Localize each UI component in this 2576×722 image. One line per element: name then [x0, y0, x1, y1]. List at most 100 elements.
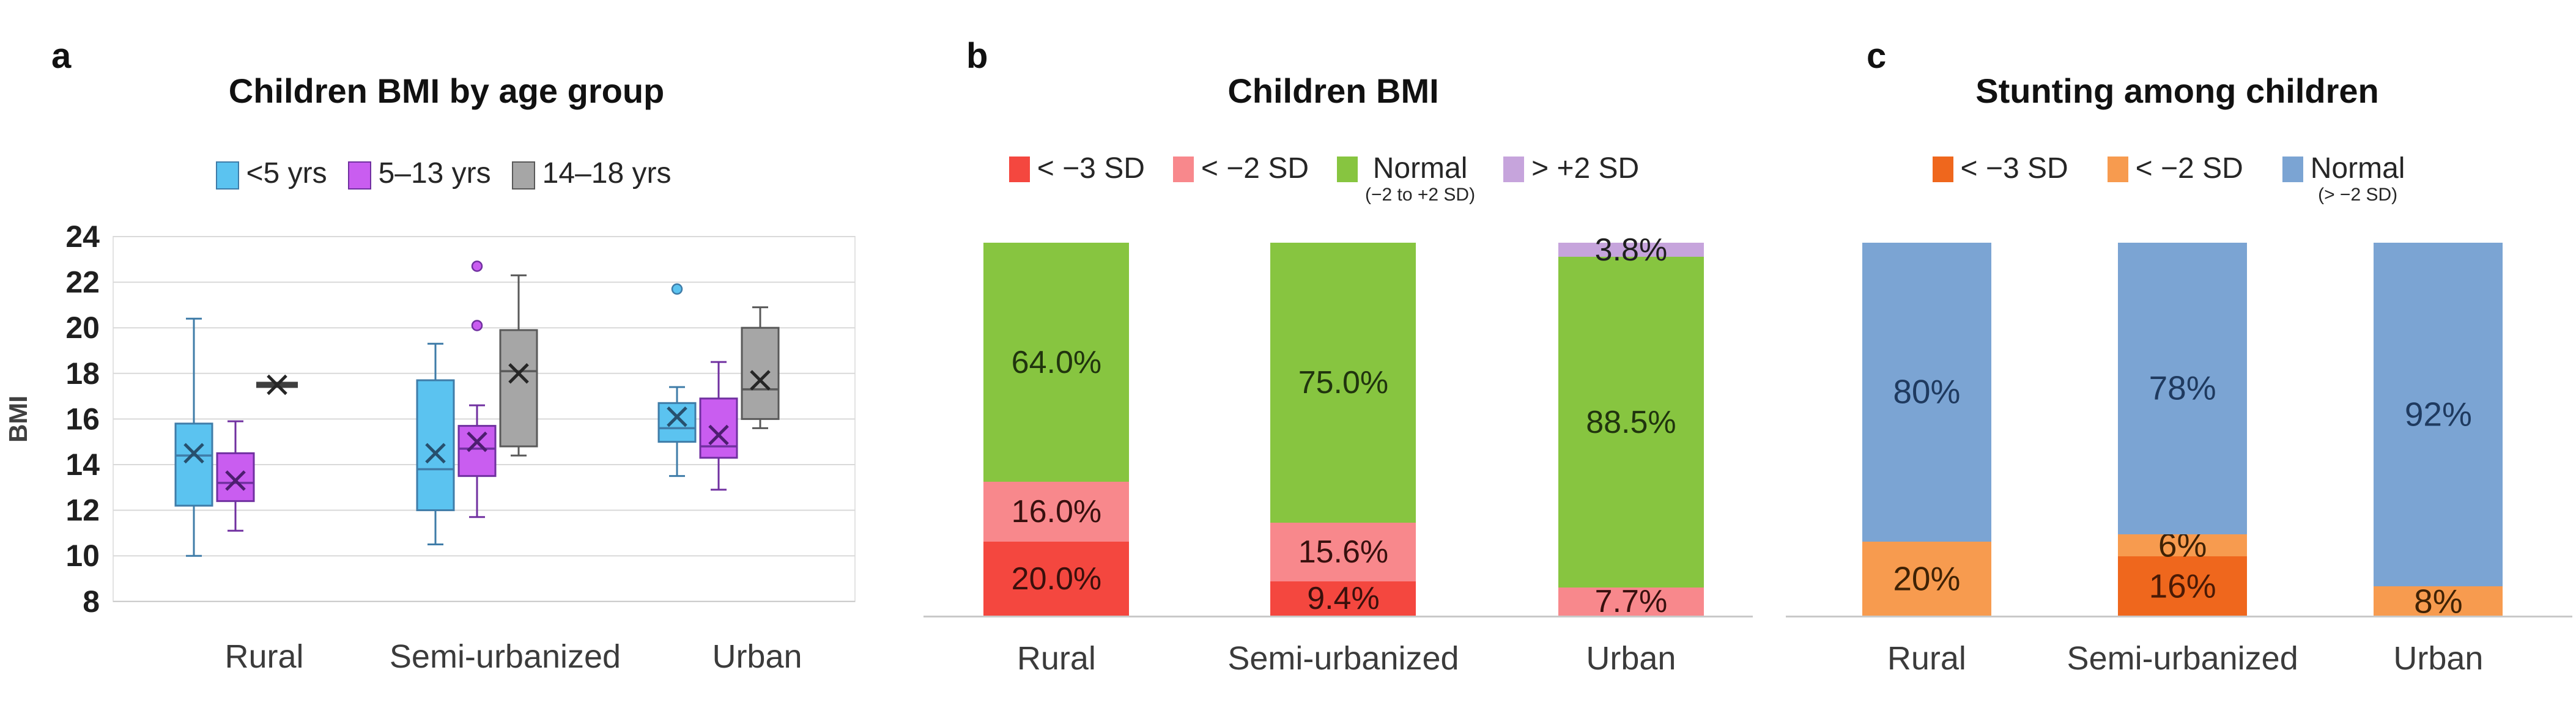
legend-label: < −3 SD — [1037, 152, 1145, 185]
legend-swatch-plus2sd — [1503, 157, 1525, 182]
legend-label: Normal — [1372, 152, 1468, 185]
box — [499, 329, 538, 448]
box-group-<5 yrs-Rural — [174, 317, 213, 557]
bar-segment: 88.5% — [1558, 257, 1704, 588]
outlier-point — [671, 283, 683, 295]
bar-segment: 9.4% — [1270, 581, 1416, 616]
outlier-point — [471, 260, 483, 272]
segment-value-label: 3.8% — [1594, 232, 1668, 268]
panel-c-category-labels: Rural Semi-urbanized Urban — [1761, 639, 2576, 682]
segment-value-label: 7.7% — [1594, 584, 1668, 620]
mean-x-marker — [508, 363, 529, 384]
category-label: Semi-urbanized — [1227, 640, 1459, 677]
panel-a-legend: <5 yrs 5–13 yrs 14–18 yrs — [0, 157, 887, 190]
box — [699, 397, 738, 459]
box — [457, 425, 497, 477]
stacked-bar-Rural: 20% 80% — [1862, 243, 1991, 616]
box — [416, 379, 455, 512]
panel-c-legend: < −3 SD < −2 SD Normal (> −2 SD) — [1761, 152, 2576, 204]
mean-x-marker — [183, 443, 204, 464]
box-group-5–13 yrs-Urban — [699, 361, 738, 491]
legend-label: < −3 SD — [1960, 152, 2068, 185]
y-tick-label: 20 — [65, 311, 100, 345]
legend-item: <5 yrs — [215, 157, 327, 190]
bar-segment: 80% — [1862, 243, 1991, 542]
bar-segment: 78% — [2118, 243, 2248, 534]
box-group-5–13 yrs-Semi-urbanized — [457, 260, 497, 518]
legend-item: Normal (> −2 SD) — [2282, 152, 2405, 204]
y-tick-label: 12 — [65, 493, 100, 528]
panel-b: b Children BMI < −3 SD < −2 SD Normal (−… — [887, 0, 1761, 722]
y-tick-label: 14 — [65, 448, 100, 482]
box-group-5–13 yrs-Rural — [216, 420, 255, 532]
legend-swatch-5to13 — [347, 161, 371, 190]
bar-segment: 3.8% — [1558, 234, 1704, 266]
segment-value-label: 78% — [2149, 369, 2216, 407]
legend-swatch-14to18 — [511, 161, 535, 190]
stacked-bar-Urban: 7.7% 88.5% 3.8% — [1558, 234, 1704, 620]
segment-value-label: 16.0% — [1011, 493, 1102, 529]
box-group-14–18 yrs-Rural — [256, 374, 298, 396]
y-tick-label: 22 — [65, 265, 100, 300]
box — [216, 452, 255, 503]
box — [741, 326, 780, 420]
y-tick-label: 8 — [83, 584, 100, 619]
bar-segment: 16.0% — [983, 482, 1130, 542]
category-label: Rural — [224, 638, 303, 675]
mean-x-marker — [467, 431, 487, 452]
segment-value-label: 75.0% — [1298, 365, 1389, 401]
stacked-bar-Rural: 20.0% 16.0% 64.0% — [983, 243, 1130, 616]
legend-item: < −3 SD — [1932, 152, 2068, 185]
legend-item: 14–18 yrs — [511, 157, 671, 190]
legend-label: 5–13 yrs — [378, 157, 491, 190]
y-tick-label: 10 — [65, 539, 100, 573]
box — [657, 402, 697, 443]
bar-segment: 20% — [1862, 541, 1991, 616]
bar-segment: 8% — [2374, 584, 2503, 618]
bar-segment: 75.0% — [1270, 243, 1416, 523]
stacked-bar-Urban: 8% 92% — [2374, 243, 2503, 618]
panel-b-title: Children BMI — [1227, 72, 1439, 110]
panel-c-axis-line — [1786, 616, 2572, 617]
mean-x-marker — [267, 374, 287, 396]
panel-b-letter: b — [966, 36, 988, 76]
panel-c-letter: c — [1867, 36, 1887, 76]
bar-segment: 6% — [2118, 528, 2248, 562]
y-tick-label: 16 — [65, 402, 100, 436]
box — [174, 422, 213, 507]
legend-item: > +2 SD — [1503, 152, 1639, 185]
mean-x-marker — [425, 443, 446, 464]
category-label: Urban — [2393, 640, 2484, 677]
panel-b-legend: < −3 SD < −2 SD Normal (−2 to +2 SD) > +… — [887, 152, 1761, 205]
mean-x-marker — [708, 424, 729, 446]
bar-segment: 64.0% — [983, 243, 1130, 482]
box-group-14–18 yrs-Semi-urbanized — [499, 274, 538, 457]
segment-value-label: 92% — [2404, 395, 2472, 433]
segment-value-label: 9.4% — [1307, 581, 1380, 617]
mean-x-marker — [225, 470, 246, 491]
legend-swatch-minus2sd — [1172, 157, 1194, 182]
legend-swatch-under5 — [215, 161, 239, 190]
legend-swatch-minus3sd — [1932, 157, 1953, 182]
segment-value-label: 64.0% — [1011, 344, 1102, 380]
segment-value-label: 15.6% — [1298, 534, 1389, 570]
segment-value-label: 16% — [2149, 567, 2216, 605]
legend-swatch-minus2sd — [2107, 157, 2128, 182]
category-label: Urban — [712, 638, 802, 675]
mean-x-marker — [750, 370, 771, 391]
category-label: Semi-urbanized — [2067, 640, 2298, 677]
legend-item: < −2 SD — [2107, 152, 2243, 185]
outlier-point — [471, 320, 483, 331]
category-label: Semi-urbanized — [390, 638, 621, 675]
bar-segment: 20.0% — [983, 541, 1130, 616]
legend-sublabel: (−2 to +2 SD) — [1365, 184, 1476, 205]
legend-swatch-normal — [1337, 157, 1358, 182]
panel-a-title: Children BMI by age group — [228, 72, 665, 110]
mean-x-marker — [667, 406, 687, 427]
legend-item: < −2 SD — [1172, 152, 1309, 185]
legend-label: < −2 SD — [2135, 152, 2243, 185]
bar-segment: 7.7% — [1558, 584, 1704, 620]
box-group-<5 yrs-Semi-urbanized — [416, 342, 455, 546]
legend-swatch-normal — [2282, 157, 2303, 182]
